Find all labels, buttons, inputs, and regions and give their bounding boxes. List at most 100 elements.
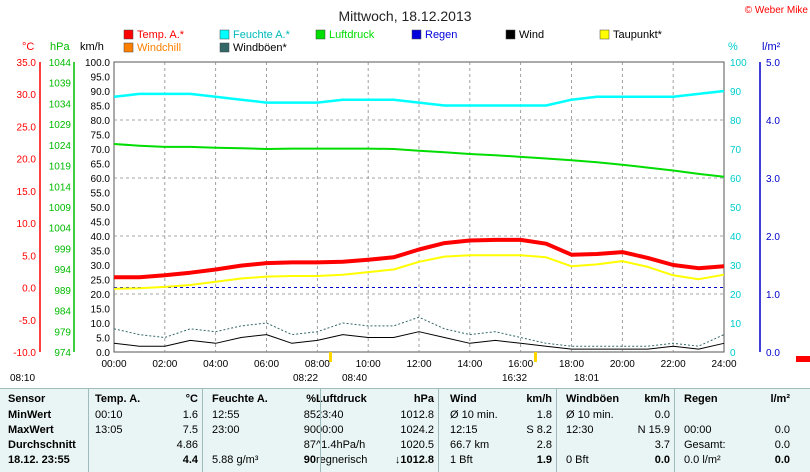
table-cell: 4.86 <box>176 439 198 451</box>
pressure-tick-12: 984 <box>54 307 71 318</box>
table-header-1: Temp. A. <box>95 393 141 405</box>
legend-swatch-5 <box>599 29 610 40</box>
humidity-tick-9: 10 <box>730 319 742 330</box>
table-cell: 5.88 g/m³ <box>212 454 259 466</box>
pressure-tick-1: 1039 <box>49 79 72 90</box>
wind-tick-4: 80.0 <box>91 116 111 127</box>
temp-tick-8: -5.0 <box>19 316 37 327</box>
wind-tick-3: 85.0 <box>91 102 111 113</box>
wind-tick-9: 55.0 <box>91 189 111 200</box>
table-cell: 90 <box>303 424 316 436</box>
humidity-tick-7: 30 <box>730 261 742 272</box>
legend-swatch-0 <box>123 29 134 40</box>
table-cell: 1 Bft <box>450 454 473 466</box>
table-cell: 00:10 <box>95 409 123 421</box>
row-label: MinWert <box>8 409 52 421</box>
rain-tick-0: 5.0 <box>766 58 780 69</box>
wind-tick-18: 10.0 <box>91 319 111 330</box>
time-markers: 08:10 08:22 08:40 16:32 18:01 <box>10 352 810 384</box>
table-cell: 87 <box>303 439 316 451</box>
table-cell: 66.7 km <box>450 439 490 451</box>
legend-label-6: Windchill <box>137 42 181 54</box>
legend-swatch-3 <box>411 29 422 40</box>
wind-tick-17: 15.0 <box>91 305 111 316</box>
current-temp-mark <box>796 356 810 362</box>
table-cell: ↓1012.8 <box>394 454 434 466</box>
row-label: 18.12. 23:55 <box>8 454 70 466</box>
column-divider <box>320 389 321 472</box>
temp-tick-4: 15.0 <box>17 187 37 198</box>
humidity-tick-1: 90 <box>730 87 742 98</box>
sunset-mark <box>534 352 537 362</box>
wind-tick-8: 60.0 <box>91 174 111 185</box>
pressure-tick-4: 1024 <box>49 141 72 152</box>
wind-tick-19: 5.0 <box>96 334 110 345</box>
sunrise-mark <box>329 352 332 362</box>
temp-tick-5: 10.0 <box>17 219 37 230</box>
wind-tick-0: 100.0 <box>85 58 110 69</box>
humidity-tick-0: 100 <box>730 58 747 69</box>
table-header-7: Wind <box>450 393 477 405</box>
marker-label-2: 08:40 <box>342 373 367 384</box>
table-header-3: Feuchte A. <box>212 393 268 405</box>
x-tick-5: 10:00 <box>356 359 381 370</box>
table-header-10: km/h <box>644 393 670 405</box>
temp-tick-3: 20.0 <box>17 155 37 166</box>
table-header-0: Sensor <box>8 393 46 405</box>
legend-label-5: Taupunkt* <box>613 29 663 41</box>
table-header-5: Luftdruck <box>316 393 367 405</box>
legend-swatch-7 <box>219 42 230 53</box>
weather-chart: Mittwoch, 18.12.2013 © Weber Mike Temp. … <box>10 5 810 384</box>
legend-label-3: Regen <box>425 29 457 41</box>
series-line-1 <box>113 143 725 178</box>
marker-label-1: 08:22 <box>293 373 318 384</box>
x-tick-8: 16:00 <box>508 359 533 370</box>
rain-tick-1: 4.0 <box>766 116 780 127</box>
table-cell: 1.6 <box>182 409 198 421</box>
pressure-tick-6: 1014 <box>49 182 72 193</box>
pressure-tick-0: 1044 <box>49 58 72 69</box>
temp-tick-9: -10.0 <box>13 348 36 359</box>
temp-tick-0: 35.0 <box>17 58 37 69</box>
table-header-8: km/h <box>526 393 552 405</box>
grid <box>114 62 724 352</box>
table-cell: 7.5 <box>182 424 198 436</box>
pressure-tick-13: 979 <box>54 327 71 338</box>
humidity-tick-2: 80 <box>730 116 742 127</box>
legend-swatch-6 <box>123 42 134 53</box>
column-divider <box>88 389 89 472</box>
chart-title: Mittwoch, 18.12.2013 <box>338 8 471 24</box>
x-tick-1: 02:00 <box>152 359 177 370</box>
legend-swatch-4 <box>505 29 516 40</box>
x-tick-11: 22:00 <box>661 359 686 370</box>
table-row: 18.12. 23:55 4.4 5.88 g/m³ 90 regnerisch ↓101… <box>0 453 810 468</box>
table-row: Durchschnitt 4.86 87 ^1.4hPa/h 1020.5 66.7 km… <box>0 438 810 453</box>
x-tick-4: 08:00 <box>305 359 330 370</box>
table-header-12: l/m² <box>770 393 790 405</box>
wind-tick-14: 30.0 <box>91 261 111 272</box>
x-tick-10: 20:00 <box>610 359 635 370</box>
marker-label-3: 16:32 <box>502 373 527 384</box>
table-cell: 1020.5 <box>400 439 434 451</box>
temp-tick-6: 5.0 <box>22 251 36 262</box>
rain-tick-2: 3.0 <box>766 174 780 185</box>
series-line-4 <box>113 331 725 350</box>
wind-unit-label: km/h <box>80 41 104 53</box>
table-cell: 0.0 <box>774 454 790 466</box>
humidity-unit-label: % <box>728 41 738 53</box>
wind-tick-2: 90.0 <box>91 87 111 98</box>
wind-tick-16: 20.0 <box>91 290 111 301</box>
humidity-tick-8: 20 <box>730 290 742 301</box>
wind-tick-13: 35.0 <box>91 247 111 258</box>
x-tick-0: 00:00 <box>101 359 126 370</box>
table-cell: 0.0 <box>654 454 670 466</box>
legend-swatch-1 <box>219 29 230 40</box>
table-cell: 2.8 <box>536 439 552 451</box>
table-cell: 3.7 <box>654 439 670 451</box>
x-tick-2: 04:00 <box>203 359 228 370</box>
table-cell: 0.0 <box>774 439 790 451</box>
table-row: MinWert 00:10 1.6 12:55 85 23:40 1012.8 Ø 10 mi… <box>0 408 810 423</box>
pressure-tick-8: 1004 <box>49 224 72 235</box>
table-header-2: °C <box>185 393 198 405</box>
table-cell: 0 Bft <box>566 454 589 466</box>
